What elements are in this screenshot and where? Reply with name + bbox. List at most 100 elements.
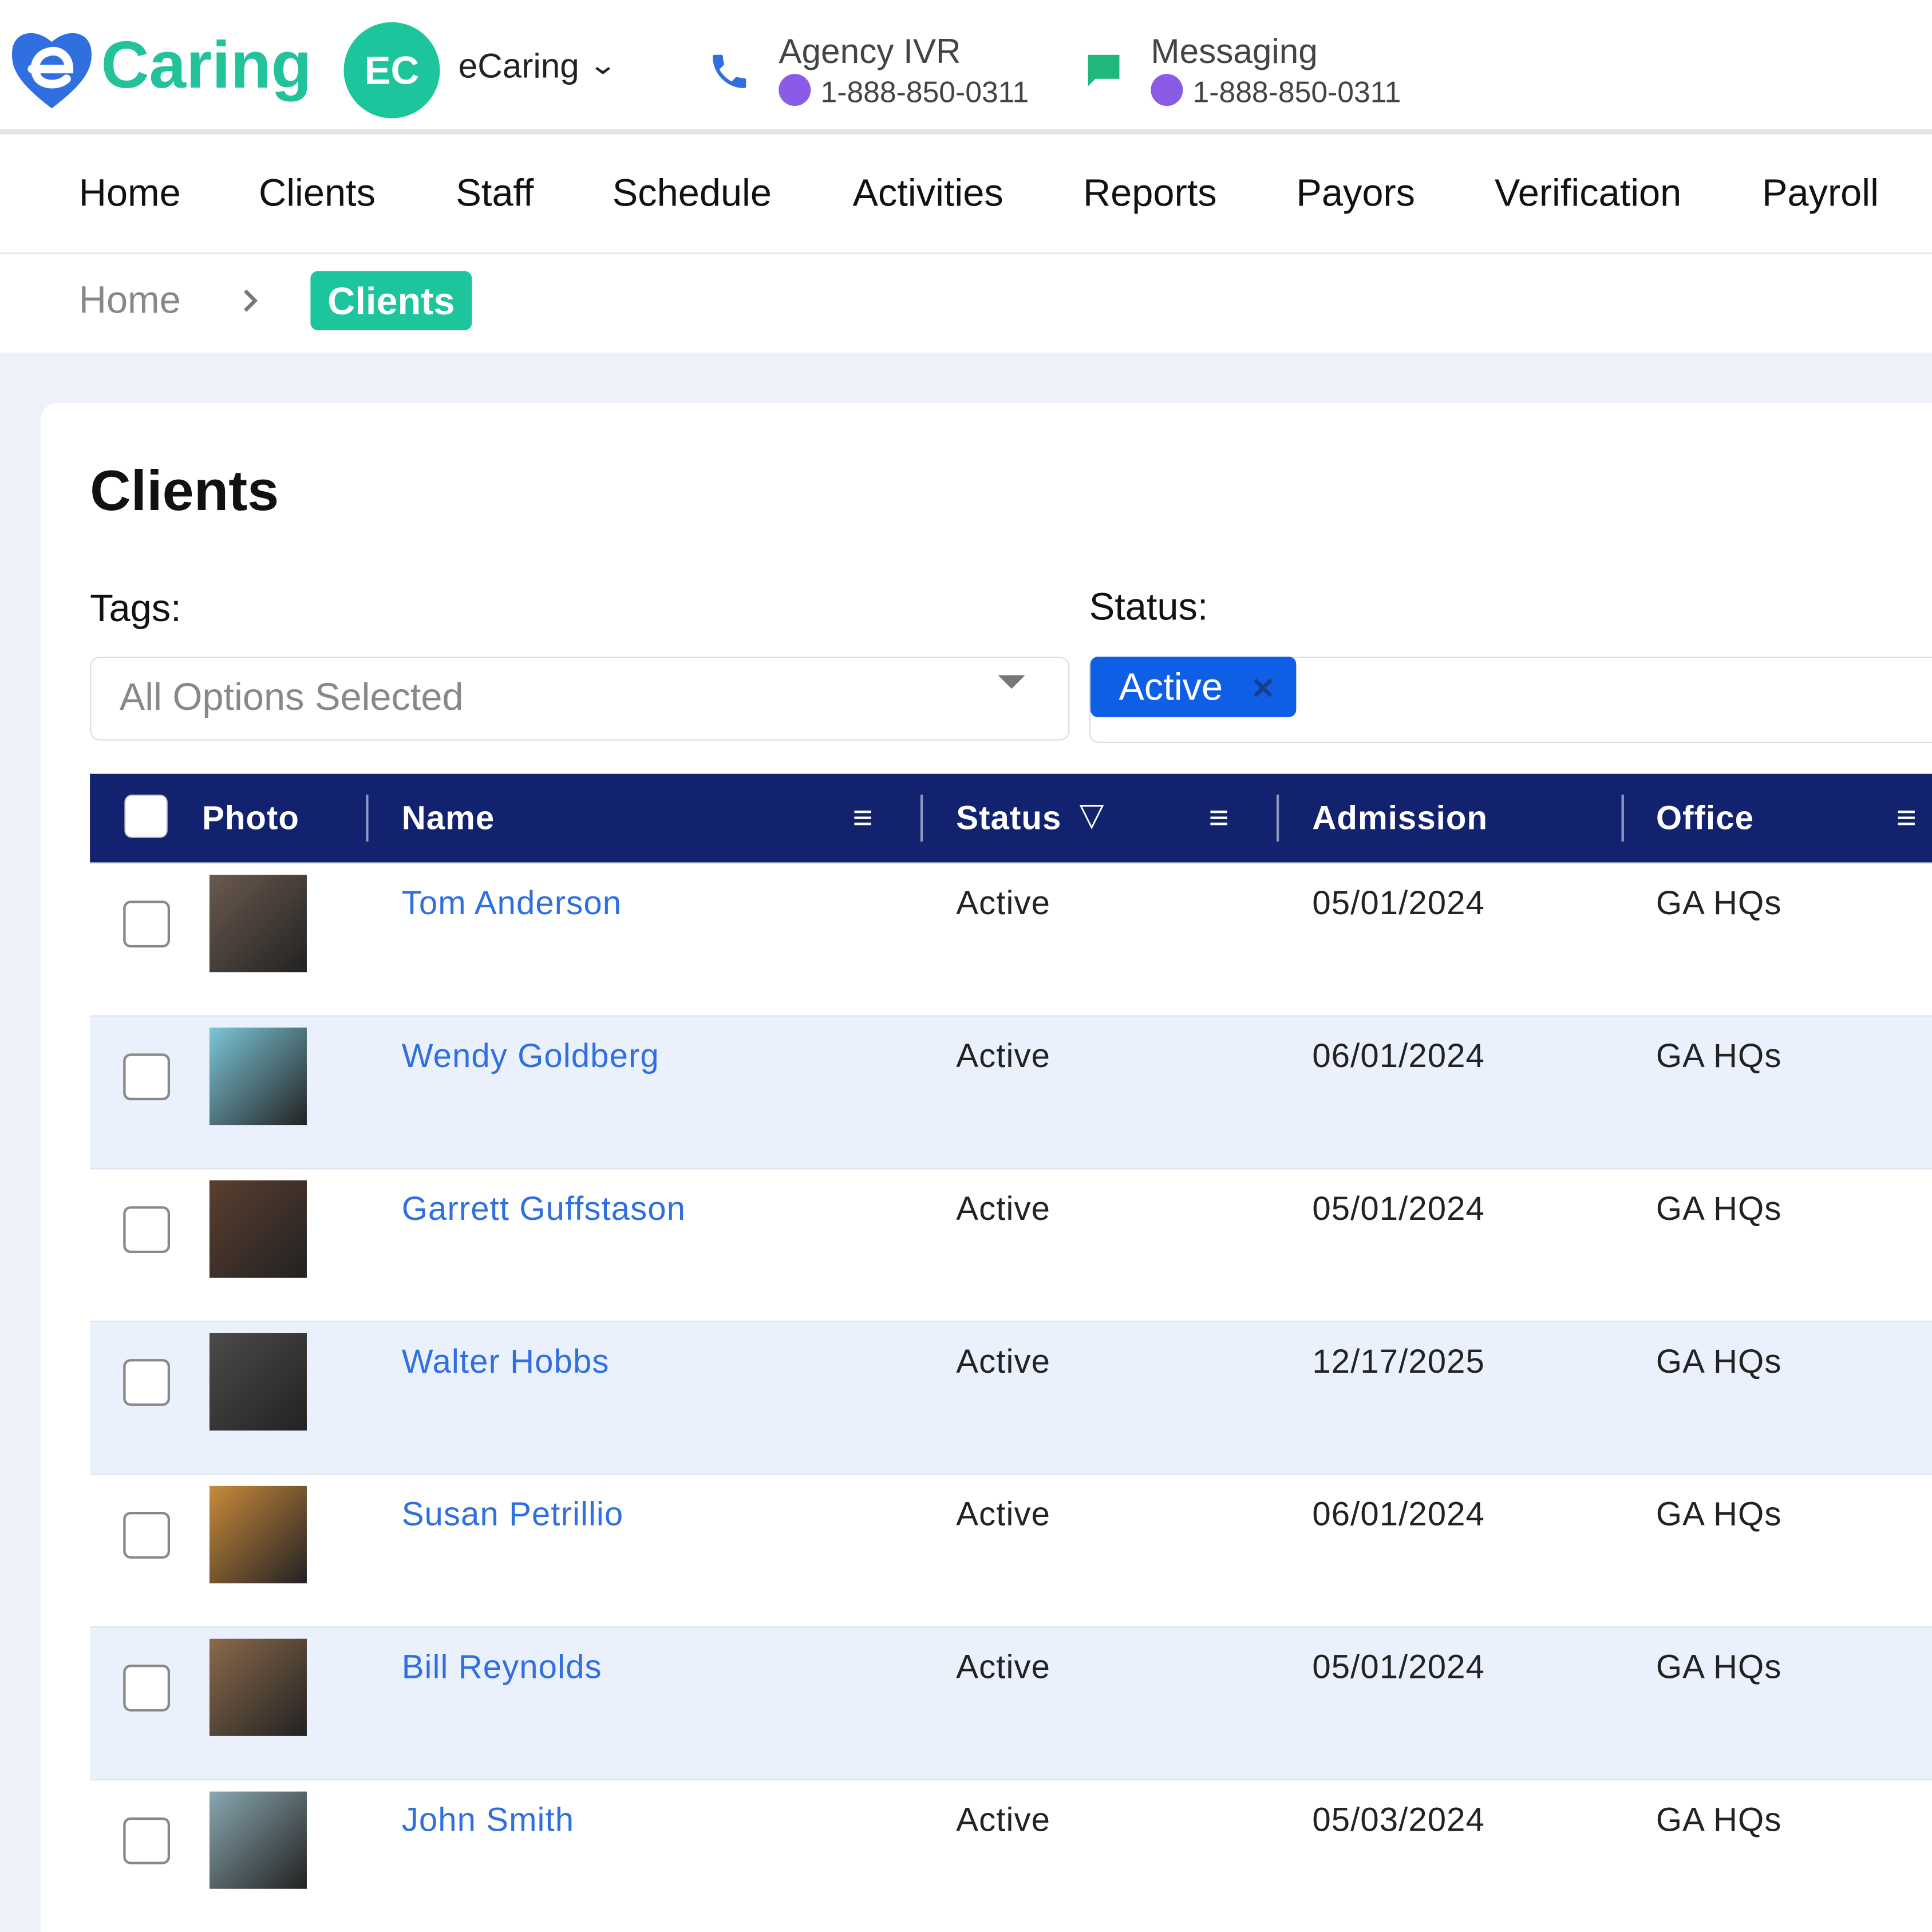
column-header[interactable]: Name (401, 799, 495, 837)
table-row (90, 862, 1932, 1017)
cell: Active (956, 1190, 1051, 1227)
column-separator (1276, 795, 1279, 842)
nav-item[interactable]: Payroll (1761, 171, 1879, 215)
cell: GA HQs (1656, 1648, 1782, 1686)
cell: GA HQs (1656, 1190, 1782, 1227)
client-photo (209, 1638, 307, 1736)
chip-remove[interactable]: ✕ (1250, 673, 1275, 706)
tags-placeholder: All Options Selected (119, 675, 464, 718)
client-photo (209, 1180, 307, 1278)
breadcrumb-current: Clients (310, 271, 472, 330)
cell: Active (956, 1037, 1051, 1074)
table-row (90, 1626, 1932, 1781)
client-name[interactable]: Walter Hobbs (401, 1343, 610, 1380)
client-name[interactable]: Wendy Goldberg (401, 1037, 659, 1074)
client-name[interactable]: Tom Anderson (401, 884, 622, 922)
column-header[interactable]: Photo (202, 799, 300, 837)
message-icon (1086, 54, 1120, 86)
client-name[interactable]: Garrett Guffstason (401, 1190, 686, 1227)
filter-icon[interactable]: ▽ (1079, 796, 1104, 833)
column-menu[interactable]: ≡ (1896, 798, 1917, 837)
client-photo (209, 1333, 307, 1431)
row-checkbox[interactable] (123, 1359, 171, 1406)
nav-item[interactable]: Schedule (612, 171, 772, 215)
column-header[interactable]: Admission (1312, 799, 1488, 837)
cell: 05/01/2024 (1312, 1648, 1485, 1686)
cell: 12/17/2025 (1312, 1343, 1485, 1380)
row-checkbox[interactable] (123, 1206, 171, 1254)
table-header (90, 773, 1932, 863)
logo-icon (11, 33, 92, 109)
table-row (90, 1473, 1932, 1628)
client-name[interactable]: Susan Petrillio (401, 1496, 624, 1533)
phone-icon (1151, 74, 1183, 106)
header-checkbox[interactable] (124, 795, 168, 838)
status-label: Status: (1089, 585, 1208, 629)
nav-item[interactable]: Staff (456, 171, 534, 215)
select-caret (998, 675, 1025, 689)
contact-phone[interactable]: 1-888-850-0311 (1192, 76, 1401, 110)
cell: 06/01/2024 (1312, 1037, 1485, 1074)
cell: Active (956, 884, 1051, 922)
cell: 05/03/2024 (1312, 1801, 1485, 1839)
row-checkbox[interactable] (123, 1664, 171, 1712)
cell: GA HQs (1656, 1343, 1782, 1380)
table-row (90, 1168, 1932, 1322)
avatar: EC (343, 22, 440, 118)
phone-icon (779, 74, 811, 106)
contact-phone[interactable]: 1-888-850-0311 (820, 76, 1029, 110)
table-row (90, 1015, 1932, 1170)
account-menu[interactable]: eCaring (458, 46, 579, 85)
cell: GA HQs (1656, 1801, 1782, 1839)
nav-item[interactable]: Activities (852, 171, 1003, 215)
contact-label: Messaging (1151, 31, 1318, 70)
cell: 05/01/2024 (1312, 1190, 1485, 1227)
cell: Active (956, 1648, 1051, 1686)
nav-border (0, 252, 1932, 254)
chevron (244, 289, 258, 312)
client-photo (209, 1791, 307, 1889)
tags-label: Tags: (90, 586, 181, 630)
column-menu[interactable]: ≡ (1208, 798, 1229, 837)
client-name[interactable]: Bill Reynolds (401, 1648, 602, 1686)
column-separator (366, 795, 369, 842)
nav-item[interactable]: Payors (1296, 171, 1416, 215)
cell: Active (956, 1801, 1051, 1839)
page-title: Clients (90, 458, 279, 523)
column-separator (920, 795, 923, 842)
contact-label: Agency IVR (779, 31, 961, 70)
dropdown-caret: ⌄ (588, 49, 618, 80)
nav-item[interactable]: Home (78, 171, 181, 215)
nav-item[interactable]: Verification (1494, 171, 1682, 215)
row-checkbox[interactable] (123, 1512, 171, 1559)
column-header[interactable]: Office (1656, 799, 1755, 837)
header-border (0, 129, 1932, 135)
table-row (90, 1321, 1932, 1475)
breadcrumb-home[interactable]: Home (78, 278, 181, 322)
table-row (90, 1779, 1932, 1932)
cell: Active (956, 1496, 1051, 1533)
cell: GA HQs (1656, 1496, 1782, 1533)
status-chip[interactable]: Active ✕ (1090, 657, 1297, 717)
client-name[interactable]: John Smith (401, 1801, 575, 1839)
row-checkbox[interactable] (123, 900, 171, 948)
nav-item[interactable]: Clients (259, 171, 376, 215)
cell: 06/01/2024 (1312, 1496, 1485, 1533)
row-checkbox[interactable] (123, 1817, 171, 1864)
column-separator (1621, 795, 1624, 842)
column-menu[interactable]: ≡ (852, 798, 873, 837)
row-checkbox[interactable] (123, 1053, 171, 1101)
phone-icon (713, 54, 746, 88)
client-photo (209, 875, 307, 973)
tags-select[interactable]: All Options Selected (90, 657, 1070, 741)
status-chip-text: Active (1119, 665, 1223, 709)
cell: GA HQs (1656, 884, 1782, 922)
cell: Active (956, 1343, 1051, 1380)
cell: 05/01/2024 (1312, 884, 1485, 922)
column-header[interactable]: Status (956, 799, 1062, 837)
logo-text: Caring (101, 28, 312, 102)
cell: GA HQs (1656, 1037, 1782, 1074)
nav-item[interactable]: Reports (1082, 171, 1217, 215)
client-photo (209, 1028, 307, 1125)
